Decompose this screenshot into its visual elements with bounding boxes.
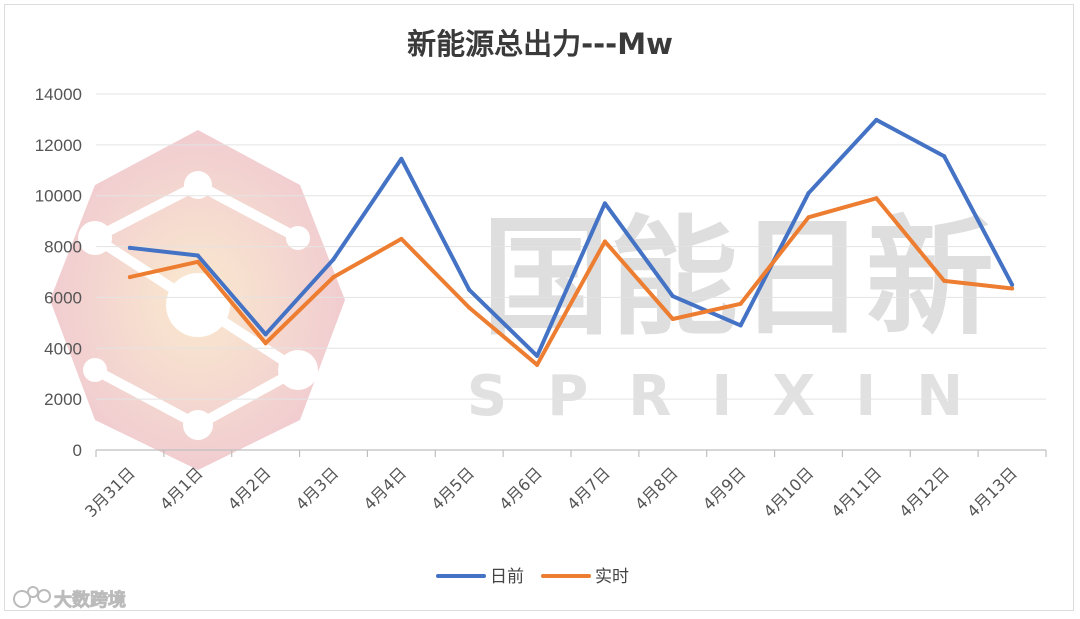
data-point — [602, 239, 607, 244]
axes — [95, 449, 1047, 457]
data-point — [670, 317, 675, 322]
y-tick-label: 4000 — [44, 339, 82, 358]
data-point — [399, 236, 404, 241]
y-tick-label: 0 — [73, 441, 82, 460]
x-tick-label: 4月9日 — [699, 463, 749, 513]
x-tick-label: 3月31日 — [81, 463, 139, 521]
x-tick-labels: 3月31日 4月1日 4月2日 4月3日 4月4日 4月5日 4月6日 4月7日 4月8日 4月9… — [81, 463, 1021, 521]
data-point — [670, 294, 675, 299]
data-point — [535, 353, 540, 358]
gridlines — [96, 93, 1046, 400]
brand-text: 大数跨境 — [54, 589, 126, 611]
data-point — [738, 301, 743, 306]
y-tick-label: 10000 — [35, 187, 82, 206]
series-line-2 — [127, 196, 1015, 367]
data-point — [331, 275, 336, 280]
data-point — [738, 323, 743, 328]
y-tick-label: 6000 — [44, 288, 82, 307]
x-tick-label: 4月10日 — [760, 463, 818, 521]
data-point — [467, 287, 472, 292]
data-point — [806, 215, 811, 220]
data-point — [263, 332, 268, 337]
y-tick-label: 8000 — [44, 238, 82, 257]
watermark-text-en: SPRIXIN — [467, 364, 1003, 429]
data-point — [399, 156, 404, 161]
data-point — [331, 257, 336, 262]
legend: 日前 实时 — [436, 567, 629, 587]
y-tick-label: 14000 — [35, 85, 82, 104]
data-point — [874, 117, 879, 122]
watermark-text-cn: 国能日新 — [482, 204, 994, 353]
x-tick-label: 4月11日 — [828, 463, 886, 521]
x-tick-label: 4月4日 — [360, 463, 410, 513]
x-tick-label: 4月12日 — [895, 463, 953, 521]
data-point — [535, 362, 540, 367]
chart-title: 新能源总出力---Mw — [407, 27, 673, 61]
data-point — [874, 196, 879, 201]
y-tick-labels: 14000 12000 10000 8000 6000 4000 2000 0 — [35, 85, 82, 460]
data-point — [942, 154, 947, 159]
legend-label-series-2: 实时 — [595, 567, 629, 587]
data-point — [602, 201, 607, 206]
data-point — [806, 191, 811, 196]
series-lines — [127, 117, 1015, 367]
data-point — [195, 259, 200, 264]
x-tick-label: 4月7日 — [563, 463, 613, 513]
x-tick-label: 4月5日 — [428, 463, 478, 513]
watermark-logo — [50, 130, 345, 470]
data-point — [942, 278, 947, 283]
x-tick-label: 4月3日 — [292, 463, 342, 513]
series-line-1 — [127, 117, 1015, 358]
data-point — [1010, 286, 1015, 291]
data-point — [195, 253, 200, 258]
x-tick-label: 4月6日 — [495, 463, 545, 513]
data-point — [467, 305, 472, 310]
x-tick-label: 4月8日 — [631, 463, 681, 513]
y-tick-label: 2000 — [44, 390, 82, 409]
x-tick-label: 4月2日 — [224, 463, 274, 513]
brand-mark: 大数跨境 — [13, 586, 126, 611]
y-tick-label: 12000 — [35, 136, 82, 155]
brand-logo-icon — [13, 586, 51, 608]
legend-label-series-1: 日前 — [490, 567, 524, 587]
x-tick-label: 4月13日 — [963, 463, 1021, 521]
data-point — [1010, 282, 1015, 287]
x-tick-label: 4月1日 — [156, 463, 206, 513]
data-point — [127, 245, 132, 250]
data-point — [263, 341, 268, 346]
data-point — [127, 275, 132, 280]
